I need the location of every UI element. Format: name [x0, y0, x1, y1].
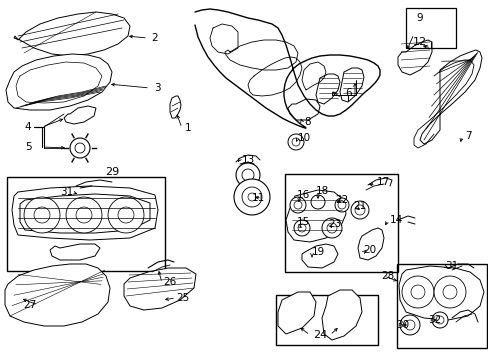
Text: 31: 31: [60, 187, 74, 197]
Polygon shape: [293, 201, 302, 209]
Text: 26: 26: [163, 277, 176, 287]
Text: 11: 11: [251, 193, 264, 203]
Text: 6: 6: [345, 88, 351, 98]
Text: 27: 27: [23, 300, 37, 310]
Polygon shape: [334, 198, 348, 212]
Polygon shape: [315, 74, 339, 104]
Text: 18: 18: [315, 186, 328, 196]
Polygon shape: [118, 207, 134, 223]
Polygon shape: [398, 266, 483, 320]
Text: 4: 4: [24, 122, 31, 132]
Polygon shape: [404, 320, 414, 330]
Polygon shape: [64, 106, 96, 124]
Polygon shape: [322, 218, 341, 238]
Polygon shape: [310, 195, 325, 209]
Bar: [7, 177, 164, 271]
Polygon shape: [247, 193, 256, 201]
Text: 10: 10: [297, 133, 310, 143]
Polygon shape: [289, 197, 305, 213]
Text: 13: 13: [241, 155, 254, 165]
Text: 20: 20: [363, 245, 376, 255]
Text: 3: 3: [153, 83, 160, 93]
Polygon shape: [75, 143, 85, 153]
Polygon shape: [124, 268, 196, 310]
Bar: [405, 8, 455, 48]
Polygon shape: [108, 197, 143, 233]
Polygon shape: [278, 292, 315, 334]
Bar: [275, 295, 377, 345]
Polygon shape: [66, 197, 102, 233]
Text: 23: 23: [328, 219, 341, 229]
Polygon shape: [419, 50, 481, 144]
Text: 30: 30: [396, 320, 409, 330]
Polygon shape: [291, 138, 299, 146]
Polygon shape: [50, 244, 100, 260]
Text: 14: 14: [388, 215, 402, 225]
Polygon shape: [354, 205, 364, 215]
Polygon shape: [12, 186, 158, 240]
Polygon shape: [5, 264, 110, 326]
Text: 9: 9: [416, 13, 423, 23]
Polygon shape: [410, 285, 424, 299]
Polygon shape: [321, 290, 361, 340]
Polygon shape: [442, 285, 456, 299]
Polygon shape: [431, 312, 447, 328]
Polygon shape: [34, 207, 50, 223]
Text: 15: 15: [296, 217, 309, 227]
Polygon shape: [14, 12, 130, 56]
Text: 29: 29: [104, 167, 119, 177]
Text: 24: 24: [312, 330, 326, 340]
Text: 12: 12: [412, 37, 426, 47]
Polygon shape: [70, 138, 90, 158]
Polygon shape: [287, 99, 319, 120]
Text: 21: 21: [353, 201, 366, 211]
Text: 5: 5: [24, 142, 31, 152]
Text: 22: 22: [335, 195, 348, 205]
Text: 7: 7: [464, 131, 470, 141]
Polygon shape: [293, 220, 309, 236]
Text: 16: 16: [296, 190, 309, 200]
Text: 8: 8: [304, 117, 311, 127]
Polygon shape: [236, 163, 260, 187]
Polygon shape: [401, 276, 433, 308]
Polygon shape: [6, 54, 112, 110]
Polygon shape: [433, 276, 465, 308]
Polygon shape: [20, 194, 150, 233]
Text: 2: 2: [151, 33, 158, 43]
Polygon shape: [285, 190, 346, 242]
Polygon shape: [357, 228, 383, 260]
Text: 32: 32: [427, 315, 441, 325]
Polygon shape: [326, 223, 336, 233]
Text: 25: 25: [176, 293, 189, 303]
Bar: [285, 174, 397, 272]
Polygon shape: [399, 315, 419, 335]
Text: 19: 19: [311, 247, 324, 257]
Bar: [396, 264, 486, 348]
Polygon shape: [170, 96, 181, 118]
Text: 1: 1: [184, 123, 191, 133]
Polygon shape: [397, 40, 431, 75]
Polygon shape: [297, 224, 305, 232]
Polygon shape: [234, 179, 269, 215]
Polygon shape: [435, 316, 443, 324]
Polygon shape: [339, 68, 363, 102]
Polygon shape: [287, 134, 304, 150]
Text: 17: 17: [376, 177, 389, 187]
Polygon shape: [76, 207, 92, 223]
Polygon shape: [242, 169, 253, 181]
Polygon shape: [24, 197, 60, 233]
Polygon shape: [350, 201, 368, 219]
Text: 31: 31: [445, 261, 458, 271]
Text: 28: 28: [381, 271, 394, 281]
Polygon shape: [302, 244, 337, 268]
Polygon shape: [337, 201, 346, 209]
Polygon shape: [242, 187, 262, 207]
